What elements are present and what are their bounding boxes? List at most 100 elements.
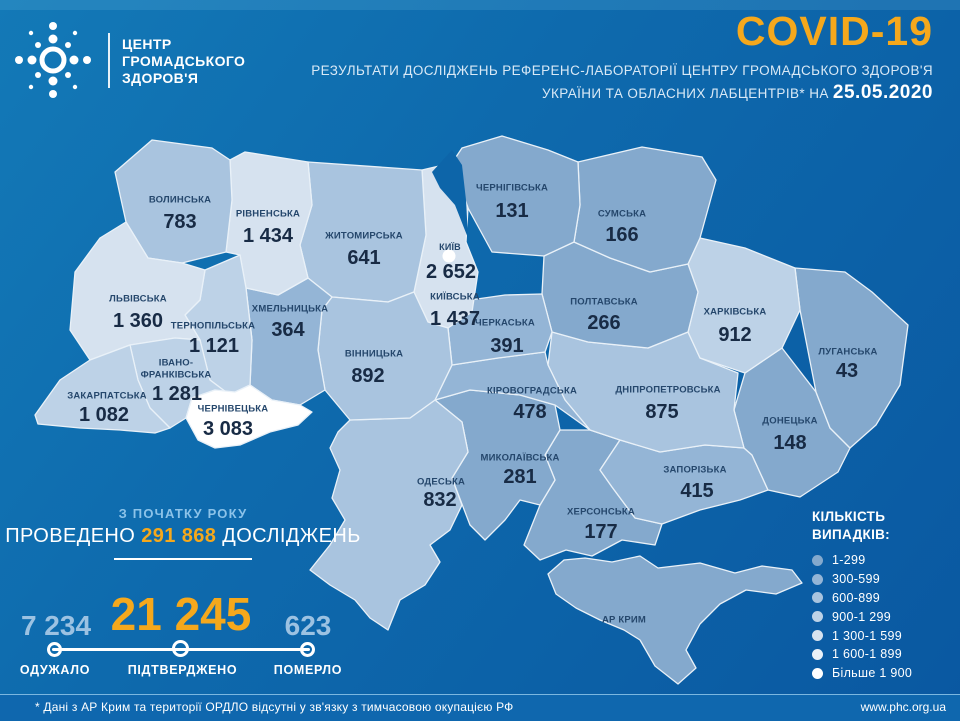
top-accent-strip (0, 0, 960, 10)
region-value: 131 (495, 200, 528, 222)
died-marker (300, 642, 315, 657)
region-value: 2 652 (426, 261, 476, 283)
legend-label: 1 300-1 599 (832, 628, 903, 643)
region-value: 641 (347, 247, 380, 269)
region-value: 148 (773, 432, 806, 454)
region-value: 43 (836, 360, 858, 382)
conducted-suffix: ДОСЛІДЖЕНЬ (216, 525, 361, 547)
legend-label: 1-299 (832, 553, 866, 568)
region-label: ЧЕРНІВЕЦЬКА (198, 404, 269, 415)
region-label: ПОЛТАВСЬКА (570, 297, 638, 308)
region-label: ВІННИЦЬКА (345, 349, 403, 360)
conducted-prefix: ПРОВЕДЕНО (5, 525, 142, 547)
region-value: 892 (351, 365, 384, 387)
region-value: 1 121 (189, 335, 239, 357)
region-value: 1 437 (430, 308, 480, 330)
legend-rows: 1-299 300-599 600-899 900-1 299 1 300-1 … (812, 551, 958, 683)
region-label: ЧЕРНІГІВСЬКА (476, 183, 548, 194)
legend-dot-icon (812, 630, 823, 642)
legend-label: 900-1 299 (832, 609, 891, 624)
legend-item: 1 600-1 899 (812, 645, 958, 664)
map-regions (34, 135, 909, 685)
region-value: 832 (423, 489, 456, 511)
footnote: * Дані з АР Крим та території ОРДЛО відс… (35, 700, 514, 714)
subtitle-line2: УКРАЇНИ ТА ОБЛАСНИХ ЛАБЦЕНТРІВ* НА (541, 86, 833, 101)
died-value: 623 (284, 610, 332, 641)
region-label: ФРАНКІВСЬКА (141, 370, 212, 381)
legend-dot-icon (812, 554, 823, 566)
region-zakarpatska (34, 344, 171, 434)
legend-item: 900-1 299 (812, 607, 958, 626)
region-label: ХЕРСОНСЬКА (567, 507, 635, 518)
confirmed-label: ПІДТВЕРДЖЕНО (127, 663, 238, 677)
legend-item: 300-599 (812, 570, 958, 589)
legend-item: 1-299 (812, 551, 958, 570)
region-label: АР КРИМ (602, 615, 646, 626)
legend-dot-icon (812, 611, 823, 623)
region-label: ЗАПОРІЗЬКА (663, 465, 726, 476)
recovered-value: 7 234 (20, 610, 92, 641)
region-value: 281 (503, 466, 536, 488)
region-label: ЖИТОМИРСЬКА (324, 231, 403, 242)
legend-label: 1 600-1 899 (832, 647, 903, 662)
region-odeska (309, 399, 469, 631)
region-value: 1 434 (243, 225, 294, 247)
tests-conducted-line: ПРОВЕДЕНО 291 868 ДОСЛІДЖЕНЬ (0, 525, 366, 548)
region-label: ТЕРНОПІЛЬСЬКА (171, 321, 255, 332)
region-value: 1 360 (113, 310, 163, 332)
region-value: 266 (587, 312, 620, 334)
page-title: COVID-19 (735, 8, 933, 54)
region-label: КІРОВОГРАДСЬКА (487, 386, 577, 397)
region-label: СУМСЬКА (598, 209, 646, 220)
recovered-marker (47, 642, 62, 657)
region-luhanska (794, 267, 909, 449)
legend-label: 600-899 (832, 590, 880, 605)
region-value: 177 (584, 521, 617, 543)
region-value: 478 (513, 401, 546, 423)
legend-dot-icon (812, 592, 823, 604)
legend-dot-icon (812, 648, 823, 660)
legend-label: 300-599 (832, 572, 880, 587)
region-khmelnytska (245, 277, 333, 406)
site-url-link[interactable]: www.phc.org.ua (860, 700, 946, 714)
region-label: ХМЕЛЬНИЦЬКА (252, 304, 328, 315)
logo-separator (108, 33, 110, 88)
confirmed-marker (172, 640, 189, 657)
confirmed-value: 21 245 (110, 588, 252, 640)
kyiv-reservoir-water (432, 150, 468, 238)
region-value: 875 (645, 401, 678, 423)
legend-item: 1 300-1 599 (812, 626, 958, 645)
phc-logo (15, 22, 91, 98)
region-value: 3 083 (203, 418, 253, 440)
region-label: РІВНЕНСЬКА (236, 209, 300, 220)
subtitle-line1: РЕЗУЛЬТАТИ ДОСЛІДЖЕНЬ РЕФЕРЕНС-ЛАБОРАТОР… (311, 63, 933, 78)
region-label: КИЇВ (439, 242, 461, 252)
died-label: ПОМЕРЛО (273, 663, 343, 677)
region-chernivetska (185, 384, 313, 449)
region-value: 166 (605, 224, 638, 246)
footer-bar: * Дані з АР Крим та території ОРДЛО відс… (0, 694, 960, 721)
region-label: ЧЕРКАСЬКА (475, 318, 535, 329)
region-label: ХАРКІВСЬКА (704, 307, 767, 318)
map-legend: КІЛЬКІСТЬ ВИПАДКІВ: 1-299 300-599 600-89… (812, 508, 958, 683)
region-crimea (547, 555, 803, 685)
region-value: 1 281 (152, 383, 202, 405)
region-value: 1 082 (79, 404, 129, 426)
report-date: 25.05.2020 (832, 82, 933, 103)
stats-divider (114, 558, 252, 560)
region-value: 391 (490, 335, 523, 357)
region-value: 415 (680, 480, 713, 502)
since-label: З ПОЧАТКУ РОКУ (118, 506, 248, 521)
summary-stats: З ПОЧАТКУ РОКУ ПРОВЕДЕНО 291 868 ДОСЛІДЖ… (0, 506, 366, 688)
region-chernihivska (451, 135, 581, 257)
legend-dot-icon (812, 667, 823, 679)
legend-item: Більше 1 900 (812, 664, 958, 683)
region-label: МИКОЛАЇВСЬКА (480, 453, 559, 464)
page-subtitle: РЕЗУЛЬТАТИ ДОСЛІДЖЕНЬ РЕФЕРЕНС-ЛАБОРАТОР… (311, 60, 933, 105)
tests-conducted-value: 291 868 (141, 525, 217, 547)
region-cherkaska (447, 293, 553, 366)
region-label: ВОЛИНСЬКА (149, 195, 211, 206)
region-label: ІВАНО- (159, 358, 194, 369)
org-name: ЦЕНТР ГРОМАДСЬКОГО ЗДОРОВ'Я (122, 36, 246, 86)
